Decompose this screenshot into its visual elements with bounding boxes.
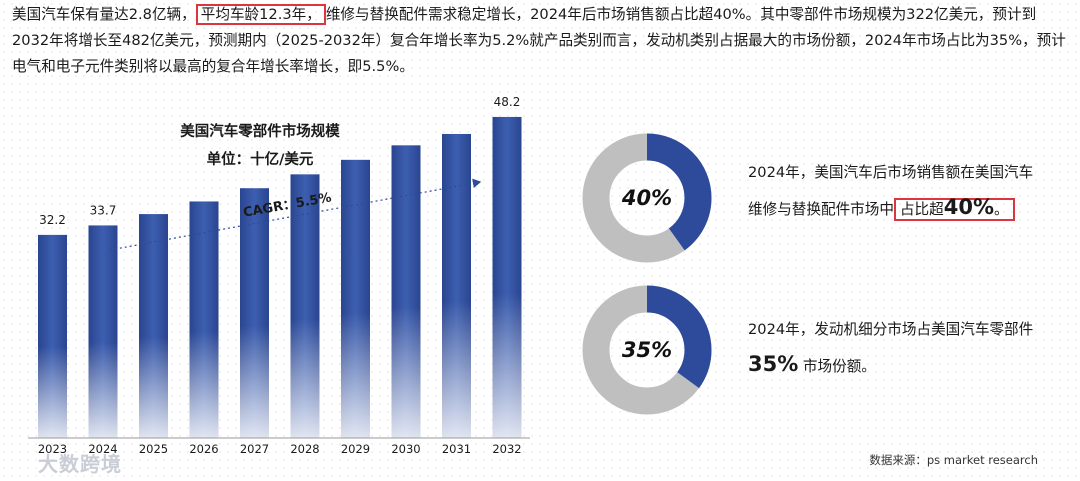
bar-fade-2025 (139, 337, 168, 438)
donut-35-label: 35% (621, 338, 673, 362)
donut-35-value-arc (582, 285, 712, 415)
desc-aftermarket-highlight: 占比超40%。 (893, 195, 1015, 221)
bar-fade-2026 (189, 331, 219, 438)
bar-fade-2029 (341, 312, 370, 438)
donut-chart-40: 40% (582, 133, 712, 263)
desc-engine-line1: 2024年，发动机细分市场占美国汽车零部件 (748, 321, 1034, 338)
desc-aftermarket-hl-text: 占比超 (899, 201, 944, 218)
bar-fade-2024 (88, 342, 118, 438)
chart-subtitle: 单位：十亿/美元 (206, 152, 314, 168)
bar-fade-2030 (391, 306, 421, 438)
intro-highlight-box: 平均车龄12.3年， (195, 4, 326, 25)
x-tick-2024: 2024 (88, 442, 117, 456)
x-tick-2025: 2025 (139, 442, 168, 456)
chart-title: 美国汽车零部件市场规模 (180, 124, 340, 140)
desc-engine: 2024年，发动机细分市场占美国汽车零部件 35% 市场份额。 (748, 313, 1048, 384)
donut-40-label: 40% (621, 186, 673, 210)
desc-aftermarket: 2024年，美国汽车后市场销售额在美国汽车 维修与替换配件市场中 占比超40%。 (748, 156, 1048, 227)
data-source: 数据来源：ps market research (869, 453, 1038, 467)
bar-fade-2027 (240, 325, 269, 438)
x-tick-2028: 2028 (290, 442, 319, 456)
intro-part-1: 美国汽车保有量达2.8亿辆， (12, 6, 196, 23)
x-tick-2026: 2026 (189, 442, 218, 456)
desc-aftermarket-hl-end: 。 (994, 201, 1009, 218)
x-tick-2032: 2032 (492, 442, 521, 456)
x-tick-2030: 2030 (391, 442, 420, 456)
x-tick-2029: 2029 (341, 442, 370, 456)
data-label-2024: 33.7 (90, 203, 117, 217)
bar-fade-2031 (442, 301, 471, 438)
bar-chart: 32.2 33.7 48.2 2023 2024 2025 2026 2027 2028 202… (28, 95, 530, 456)
desc-aftermarket-line2: 维修与替换配件市场中 (748, 201, 894, 218)
bar-fade-2028 (290, 319, 320, 438)
desc-engine-line2: 市场份额。 (802, 358, 876, 375)
x-tick-2031: 2031 (442, 442, 471, 456)
intro-text: 美国汽车保有量达2.8亿辆， 平均车龄12.3年， 维修与替换配件需求稳定增长，20… (12, 2, 1072, 80)
desc-engine-value: 35% (748, 352, 799, 376)
intro-part-2: 维修与替换配件需求稳定增长，2024年后市场销售额占比超40%。其中零部件市场规… (12, 6, 1066, 75)
x-tick-2027: 2027 (240, 442, 269, 456)
bar-fade-2023 (38, 346, 67, 438)
desc-aftermarket-line1: 2024年，美国汽车后市场销售额在美国汽车 (748, 164, 1034, 181)
data-label-2032: 48.2 (494, 95, 521, 109)
data-label-2023: 32.2 (39, 213, 66, 227)
donut-40-value-arc (582, 133, 712, 263)
bar-fade-2032 (492, 293, 522, 438)
donut-chart-35: 35% (582, 285, 712, 415)
desc-aftermarket-hl-value: 40% (943, 195, 995, 219)
watermark-logo: 大数跨境 (38, 452, 122, 476)
x-tick-2023: 2023 (38, 442, 67, 456)
